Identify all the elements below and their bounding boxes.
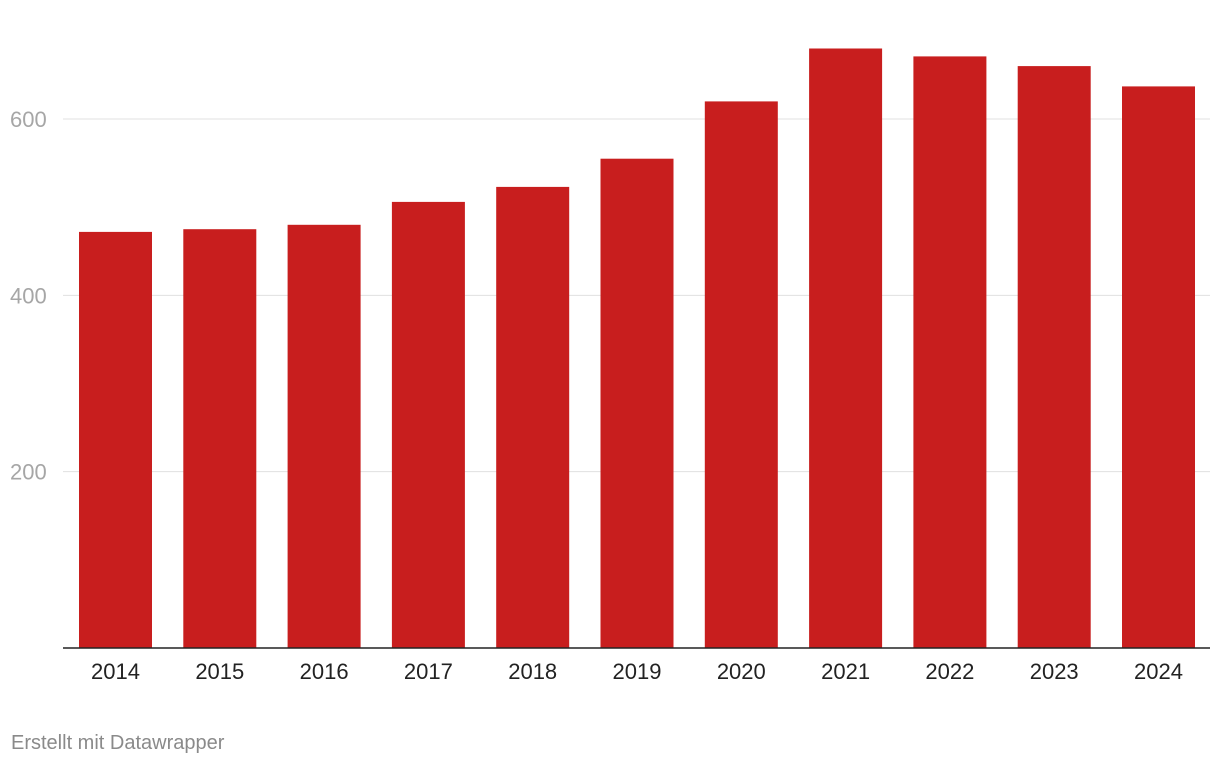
bar-2015[interactable]	[183, 229, 257, 648]
footer-credit[interactable]: Erstellt mit Datawrapper	[11, 732, 225, 754]
bars	[79, 48, 1195, 649]
bar-2019[interactable]	[600, 158, 674, 648]
bar-2020[interactable]	[704, 101, 778, 648]
x-tick-label: 2018	[508, 659, 557, 684]
x-tick-label: 2023	[1030, 659, 1079, 684]
x-tick-label: 2019	[613, 659, 662, 684]
bar-2024[interactable]	[1122, 86, 1195, 648]
x-axis-ticks: 2014 2015 2016 2017 2018 2019 2020 2021 2022 2023…	[91, 659, 1183, 684]
y-tick-label: 200	[10, 460, 47, 485]
x-tick-label: 2022	[925, 659, 974, 684]
x-tick-label: 2020	[717, 659, 766, 684]
bar-2014[interactable]	[79, 231, 152, 648]
x-tick-label: 2021	[821, 659, 870, 684]
x-tick-label: 2015	[195, 659, 244, 684]
bar-2018[interactable]	[496, 186, 570, 648]
x-tick-label: 2017	[404, 659, 453, 684]
y-axis-ticks: 200 400 600	[10, 107, 47, 485]
bar-2023[interactable]	[1017, 66, 1091, 649]
bar-2021[interactable]	[809, 48, 883, 649]
y-tick-label: 400	[10, 283, 47, 308]
bar-2017[interactable]	[391, 201, 465, 648]
bar-2016[interactable]	[287, 224, 361, 649]
y-tick-label: 600	[10, 107, 47, 132]
x-tick-label: 2016	[300, 659, 349, 684]
bar-2022[interactable]	[913, 56, 987, 648]
x-tick-label: 2024	[1134, 659, 1183, 684]
x-tick-label: 2014	[91, 659, 140, 684]
